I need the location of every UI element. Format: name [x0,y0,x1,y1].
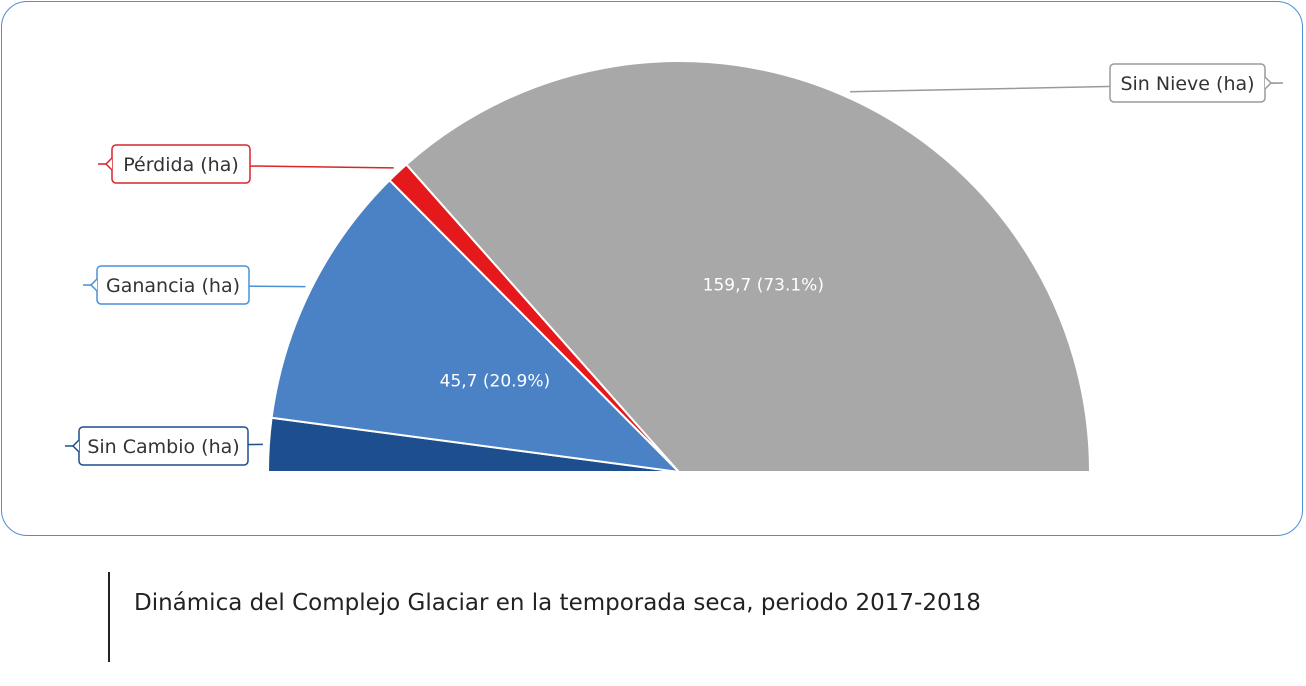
data-labels: 45,7 (20.9%) 159,7 (73.1%) [440,276,824,392]
callout-pointer-sin-nieve-ha [1264,76,1273,90]
semi-pie-chart: Sin Cambio (ha) Ganancia (ha) Pérdida (ha)… [64,60,1284,474]
callouts: Sin Cambio (ha) Ganancia (ha) Pérdida (ha)… [64,63,1284,466]
callout-pointer-perdida-ha [104,157,113,171]
slices [266,60,1092,474]
slice-sin-nieve-ha [404,60,1092,473]
callout-pointer-sin-cambio-ha [71,439,80,453]
callout-pointer-ganancia-ha [89,278,98,292]
caption-rule [108,572,110,662]
figure-caption: Dinámica del Complejo Glaciar en la temp… [134,590,981,616]
callout-label-perdida-ha: Pérdida (ha) [123,154,239,176]
callout-label-ganancia-ha: Ganancia (ha) [106,275,240,297]
data-label-ganancia-ha: 45,7 (20.9%) [440,372,551,392]
callout-label-sin-cambio-ha: Sin Cambio (ha) [87,436,239,458]
callout-label-sin-nieve-ha: Sin Nieve (ha) [1120,73,1254,95]
slice-ganancia-ha [270,178,682,474]
data-label-sin-nieve-ha: 159,7 (73.1%) [703,276,824,296]
